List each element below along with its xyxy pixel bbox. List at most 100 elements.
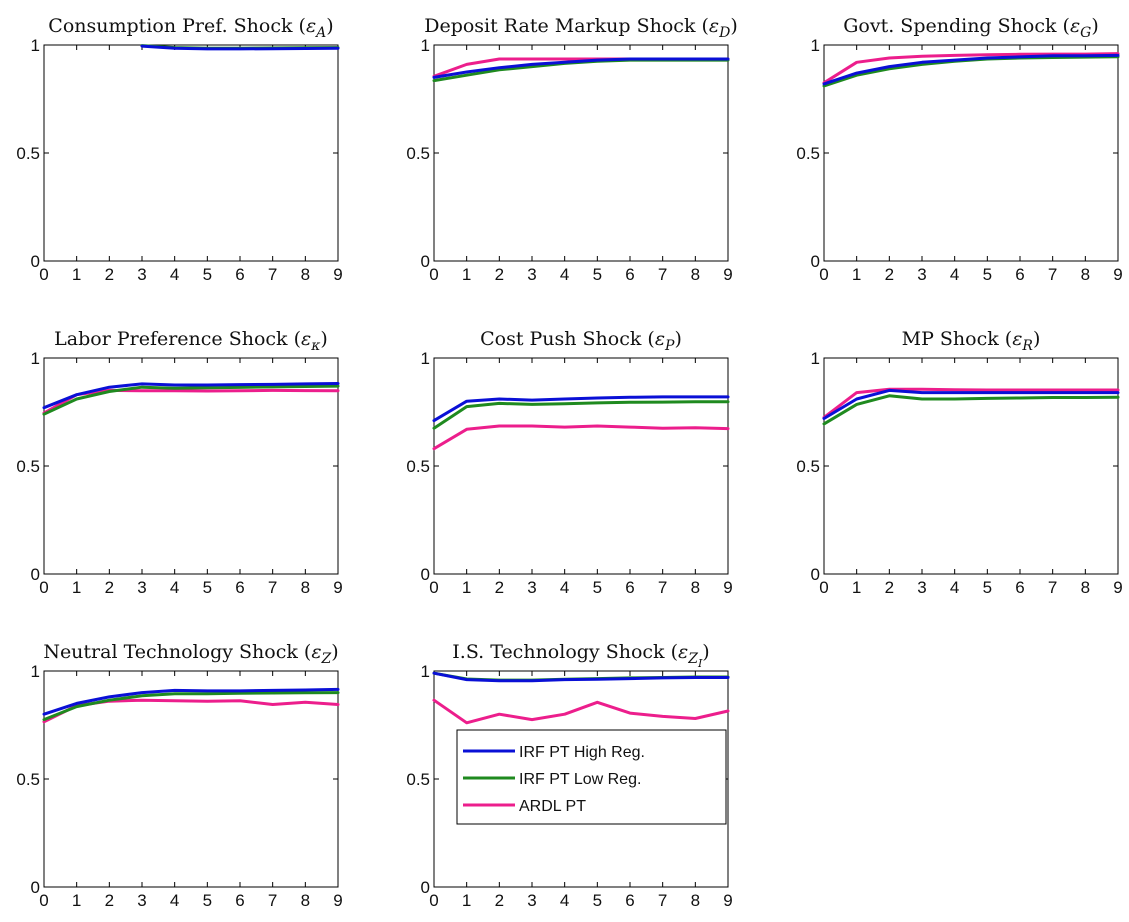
panel-title: Govt. Spending Shock (εG) (843, 15, 1099, 41)
series-line-ardl (42, 388, 340, 415)
y-tick-label: 0.5 (406, 457, 430, 476)
y-tick-label: 0.5 (796, 457, 820, 476)
x-tick-label: 6 (1015, 265, 1024, 284)
panel-title-text: MP Shock ( (902, 328, 1013, 350)
panel-title-text: Neutral Technology Shock ( (43, 641, 311, 663)
series-line-low (42, 384, 340, 416)
x-tick-label: 9 (723, 891, 732, 910)
panel-title-symbol: ε (1070, 15, 1080, 37)
x-tick-label: 9 (333, 891, 342, 910)
panel-title-close: ) (730, 15, 737, 37)
x-tick-label: 4 (560, 891, 569, 910)
panel-title-close: ) (674, 328, 681, 350)
panel-0: 0 1 2 3 4 5 6 7 8 9 0 0.5 1 Consumption Pref. Shock (… (16, 15, 342, 284)
panel-title-text: Govt. Spending Shock ( (843, 15, 1070, 37)
x-tick-label: 1 (852, 578, 861, 597)
panel-title-subscript: Z (321, 651, 332, 667)
x-tick-label: 6 (625, 891, 634, 910)
y-tick-label: 1 (31, 662, 40, 681)
x-tick-label: 4 (170, 265, 179, 284)
panel-title: Deposit Rate Markup Shock (εD) (424, 15, 738, 41)
x-tick-label: 3 (137, 578, 146, 597)
y-tick-label: 0 (31, 565, 40, 584)
series-line-low (822, 394, 1120, 426)
x-tick-label: 0 (819, 265, 828, 284)
series-line-high (822, 388, 1120, 420)
x-tick-label: 0 (39, 265, 48, 284)
x-tick-label: 7 (1048, 265, 1057, 284)
y-tick-label: 0.5 (16, 457, 40, 476)
panel-title-text: Labor Preference Shock ( (54, 328, 301, 350)
x-tick-label: 2 (885, 578, 894, 597)
series-line-ardl (822, 387, 1120, 419)
y-tick-label: 1 (31, 36, 40, 55)
y-tick-label: 1 (421, 349, 430, 368)
panel-title-text: I.S. Technology Shock ( (452, 641, 678, 663)
x-tick-label: 8 (301, 891, 310, 910)
panel-title: Consumption Pref. Shock (εA) (48, 15, 333, 41)
x-tick-label: 3 (527, 578, 536, 597)
series-line-high (432, 395, 730, 423)
x-tick-label: 6 (235, 891, 244, 910)
x-tick-label: 7 (658, 578, 667, 597)
y-tick-label: 0.5 (406, 144, 430, 163)
x-tick-label: 9 (723, 578, 732, 597)
y-tick-label: 1 (421, 36, 430, 55)
series-line-high (42, 382, 340, 410)
panel-3: 0 1 2 3 4 5 6 7 8 9 0 0.5 1 Labor Preference Shock (ε… (16, 328, 342, 597)
x-tick-label: 1 (462, 265, 471, 284)
x-tick-label: 8 (301, 578, 310, 597)
x-tick-label: 1 (462, 891, 471, 910)
y-tick-label: 0 (31, 252, 40, 271)
x-tick-label: 0 (819, 578, 828, 597)
y-tick-label: 0 (811, 565, 820, 584)
x-tick-label: 2 (495, 265, 504, 284)
x-tick-label: 0 (39, 891, 48, 910)
x-tick-label: 1 (72, 265, 81, 284)
panel-title-subscript: A (314, 25, 326, 41)
y-tick-label: 0 (421, 252, 430, 271)
panel-title-close: ) (331, 641, 338, 663)
x-tick-label: 7 (658, 265, 667, 284)
x-tick-label: 6 (235, 578, 244, 597)
x-tick-label: 3 (917, 578, 926, 597)
y-tick-label: 0 (811, 252, 820, 271)
y-tick-label: 1 (31, 349, 40, 368)
panel-title-close: ) (702, 641, 709, 663)
plot-frame (823, 44, 1119, 262)
panel-title-subsubscript: I (697, 657, 703, 670)
panel-title: Cost Push Shock (εP) (480, 328, 682, 354)
x-tick-label: 4 (560, 265, 569, 284)
x-tick-label: 8 (1081, 578, 1090, 597)
x-tick-label: 7 (268, 891, 277, 910)
panel-title-subscript: κ (310, 338, 320, 354)
y-tick-label: 0.5 (16, 144, 40, 163)
x-tick-label: 3 (137, 265, 146, 284)
x-tick-label: 3 (137, 891, 146, 910)
panel-title-symbol: ε (709, 15, 719, 37)
y-tick-label: 0 (421, 878, 430, 897)
panel-title-close: ) (320, 328, 327, 350)
x-tick-label: 2 (885, 265, 894, 284)
x-tick-label: 4 (950, 265, 959, 284)
x-tick-label: 2 (105, 578, 114, 597)
series-line-ardl (822, 52, 1120, 85)
series-line-high (42, 687, 340, 716)
plot-frame (433, 44, 729, 262)
x-tick-label: 7 (268, 265, 277, 284)
plot-frame (433, 357, 729, 575)
x-tick-label: 5 (203, 891, 212, 910)
x-tick-label: 4 (560, 578, 569, 597)
y-tick-label: 0 (31, 878, 40, 897)
x-tick-label: 7 (1048, 578, 1057, 597)
panel-title-text: Cost Push Shock ( (480, 328, 655, 350)
panel-title-subscript: Z (687, 651, 698, 667)
x-tick-label: 4 (170, 891, 179, 910)
panel-title-symbol: ε (1012, 328, 1022, 350)
x-tick-label: 6 (625, 265, 634, 284)
x-tick-label: 7 (268, 578, 277, 597)
y-tick-label: 1 (811, 36, 820, 55)
x-tick-label: 6 (625, 578, 634, 597)
